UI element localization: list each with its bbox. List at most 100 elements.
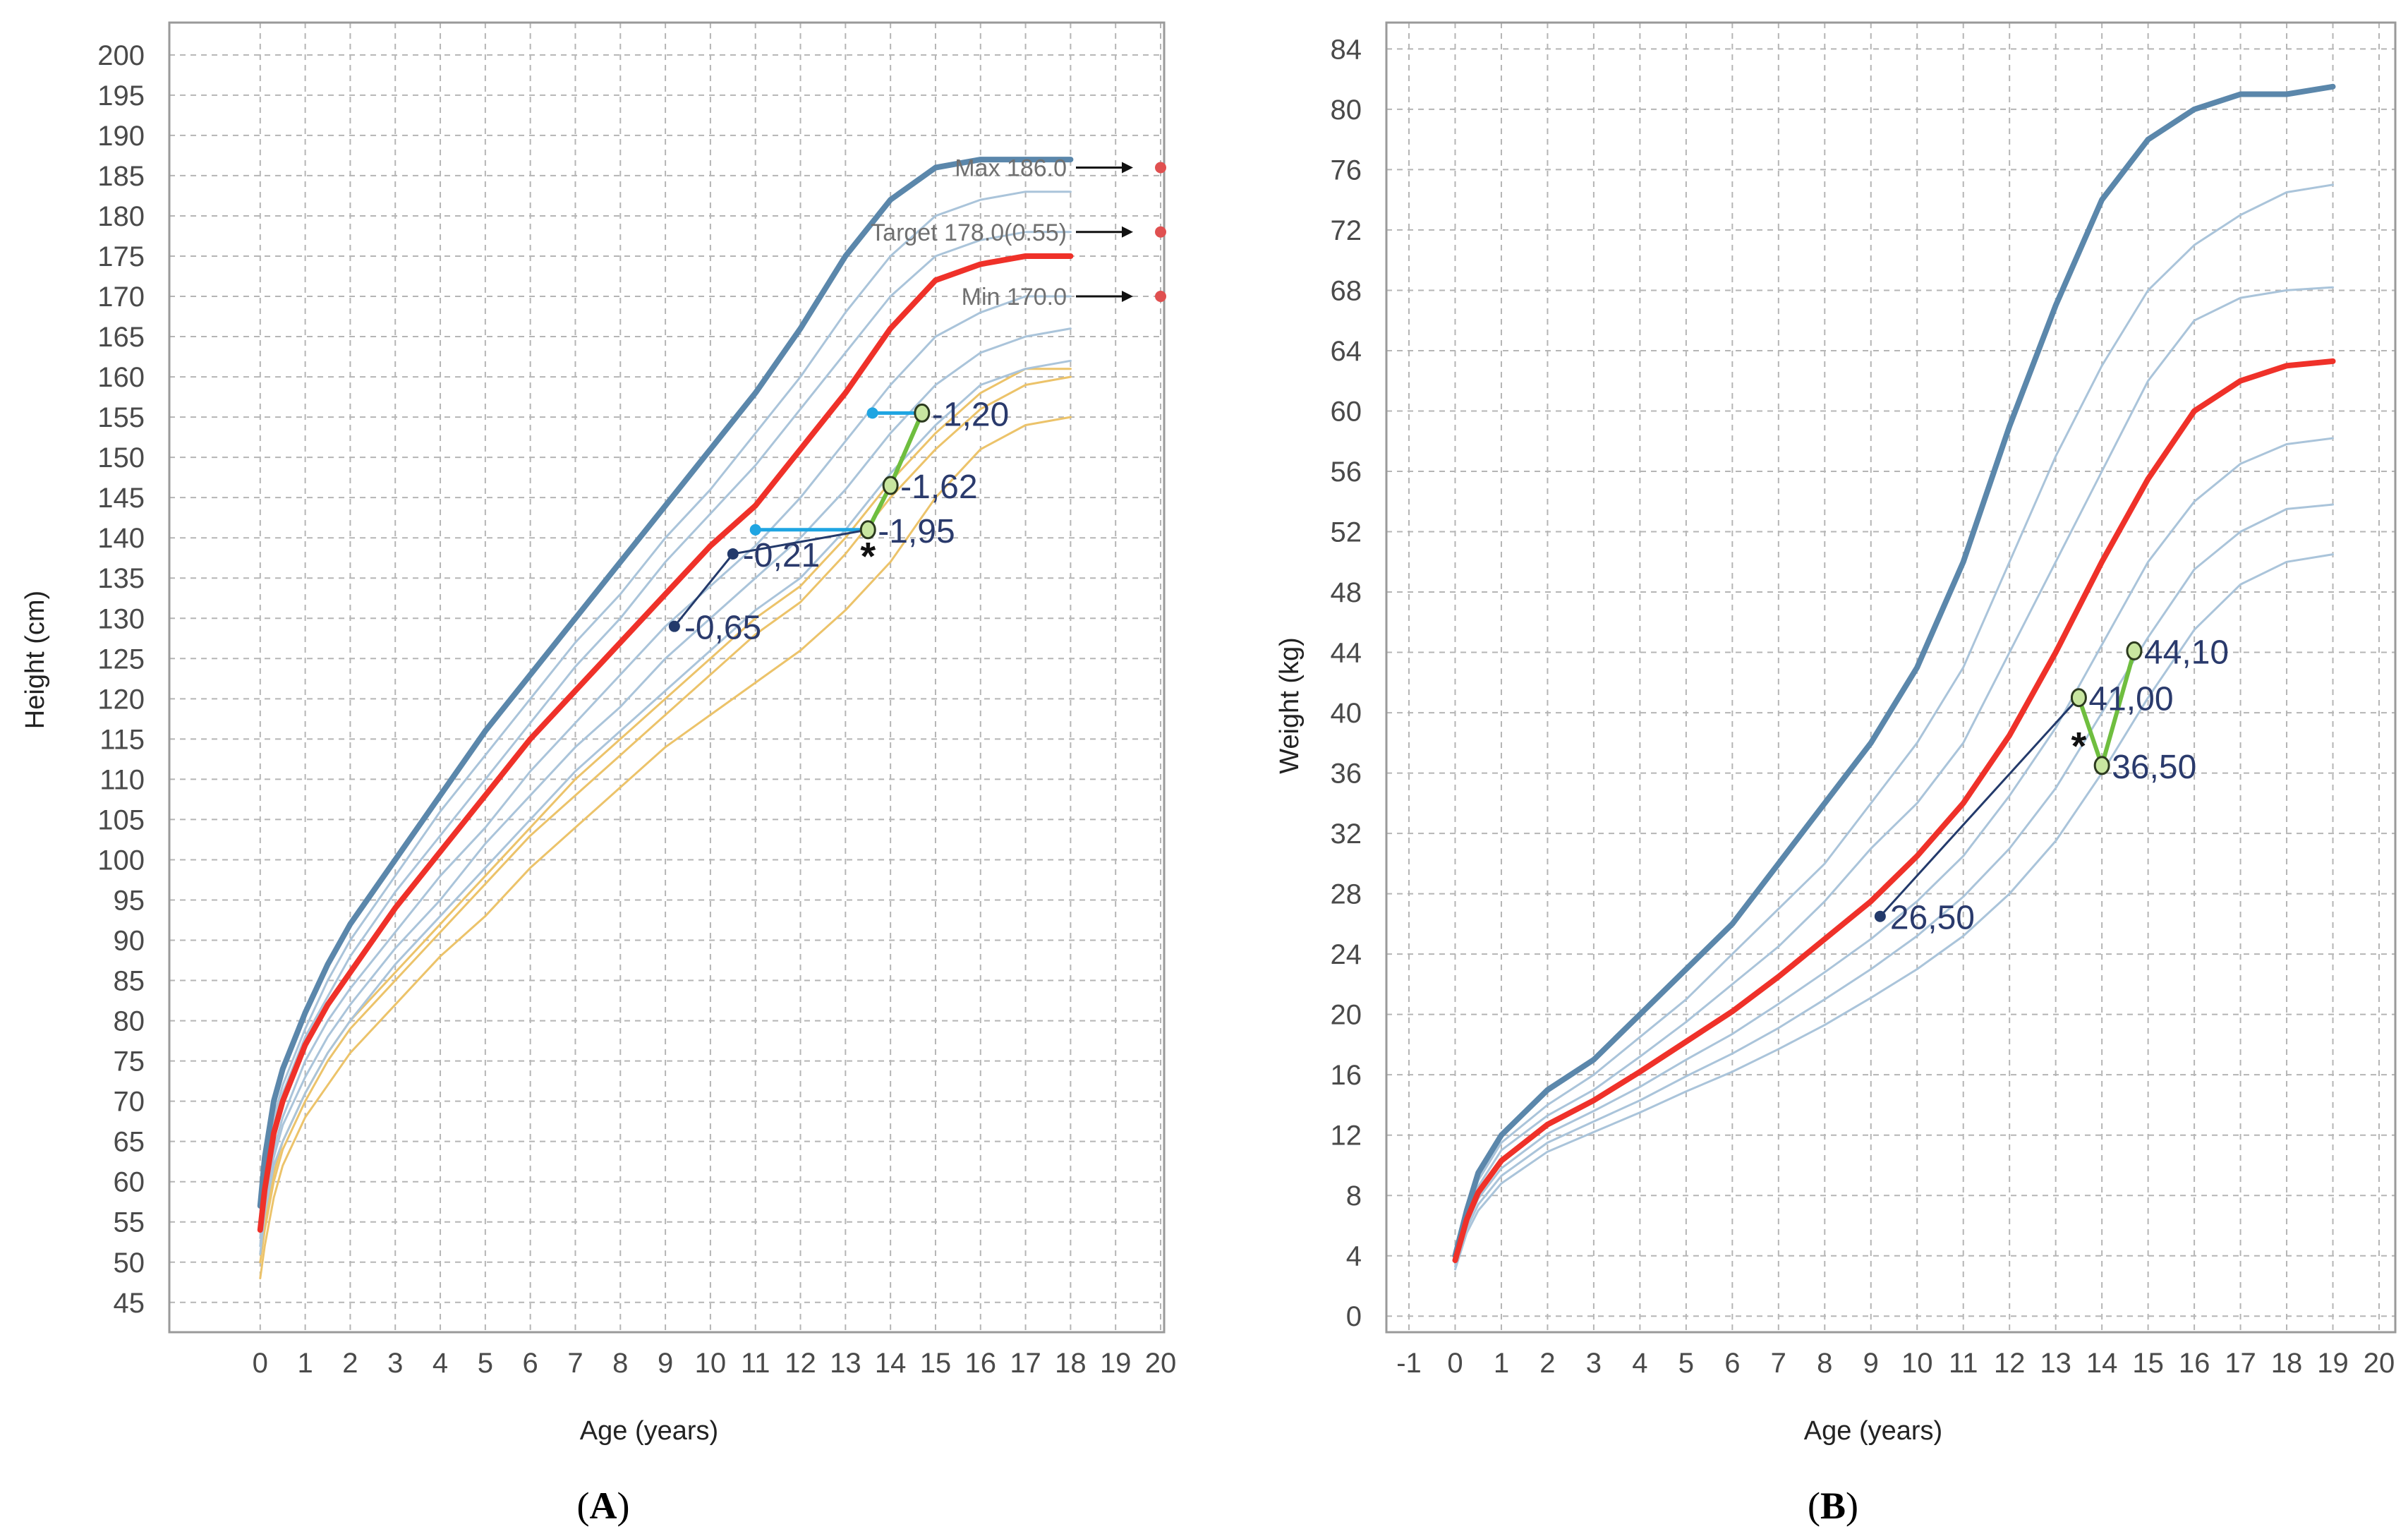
y-tick-label: 16 bbox=[1331, 1060, 1362, 1091]
treatment-point bbox=[859, 520, 876, 540]
target-arrow-head bbox=[1122, 226, 1133, 238]
y-tick-label: 24 bbox=[1331, 939, 1362, 970]
x-tick-label: 10 bbox=[1901, 1348, 1933, 1379]
x-tick-label: 13 bbox=[2040, 1348, 2071, 1379]
bone-age-dot bbox=[749, 524, 761, 536]
y-tick-label: 195 bbox=[97, 80, 145, 111]
target-arrow-head bbox=[1122, 291, 1133, 302]
x-tick-label: 16 bbox=[2179, 1348, 2210, 1379]
x-tick-label: 17 bbox=[1010, 1348, 1041, 1379]
percentile-curve bbox=[1454, 183, 2334, 1259]
treatment-point bbox=[2093, 756, 2110, 775]
point-value-label: -1,62 bbox=[900, 469, 977, 506]
point-value-label: 26,50 bbox=[1890, 900, 1975, 937]
percentile-curve bbox=[259, 191, 1072, 1215]
y-tick-label: 85 bbox=[114, 966, 145, 997]
y-tick-label: 200 bbox=[97, 40, 145, 71]
point-value-label: -1,20 bbox=[932, 396, 1009, 433]
x-tick-label: 12 bbox=[1994, 1348, 2026, 1379]
y-tick-label: 84 bbox=[1331, 34, 1362, 65]
bone-age-dot bbox=[866, 407, 878, 419]
target-arrow-head bbox=[1122, 162, 1133, 174]
x-tick-label: 0 bbox=[253, 1348, 268, 1379]
y-tick-label: 65 bbox=[114, 1127, 145, 1158]
y-tick-label: 180 bbox=[97, 201, 145, 232]
point-value-label: 44,10 bbox=[2144, 634, 2229, 671]
x-tick-label: 19 bbox=[1100, 1348, 1132, 1379]
height-chart-panel: 0 1 2 3 4 5 6 7 8 9 10 11 12 13 14 15 16 17 18 19 2045505560… bbox=[20, 21, 1177, 1446]
percentile-curve bbox=[259, 295, 1072, 1239]
parental-curve bbox=[259, 375, 1072, 1264]
x-tick-label: 9 bbox=[1863, 1348, 1879, 1379]
patient-path bbox=[1879, 696, 2080, 917]
x-tick-label: 8 bbox=[612, 1348, 628, 1379]
point-value-label: -0,65 bbox=[684, 610, 761, 647]
y-tick-label: 185 bbox=[97, 161, 145, 192]
x-tick-label: 11 bbox=[1949, 1348, 1978, 1379]
x-tick-label: 18 bbox=[2271, 1348, 2303, 1379]
x-tick-label: 10 bbox=[695, 1348, 727, 1379]
target-height-label: Max 186.0 bbox=[955, 155, 1067, 182]
y-tick-label: 50 bbox=[114, 1248, 145, 1279]
y-tick-label: 70 bbox=[114, 1087, 145, 1118]
y-tick-label: 60 bbox=[114, 1167, 145, 1198]
x-tick-label: 14 bbox=[2086, 1348, 2118, 1379]
x-tick-label: 15 bbox=[920, 1348, 952, 1379]
asterisk-annotation: * bbox=[2071, 724, 2087, 768]
y-tick-label: 125 bbox=[97, 644, 145, 675]
y-tick-label: 0 bbox=[1346, 1301, 1362, 1332]
x-tick-label: 11 bbox=[741, 1348, 770, 1379]
x-tick-label: 8 bbox=[1817, 1348, 1832, 1379]
y-tick-label: 130 bbox=[97, 603, 145, 634]
target-height-dot bbox=[1155, 226, 1166, 238]
x-tick-label: 20 bbox=[1145, 1348, 1177, 1379]
x-tick-label: 14 bbox=[875, 1348, 907, 1379]
y-tick-label: 44 bbox=[1331, 638, 1362, 669]
x-tick-label: 7 bbox=[1771, 1348, 1786, 1379]
y-tick-label: 105 bbox=[97, 804, 145, 835]
treatment-point bbox=[914, 403, 931, 423]
y-tick-label: 52 bbox=[1331, 517, 1362, 548]
point-value-label: -1,95 bbox=[878, 513, 955, 550]
y-tick-label: 90 bbox=[114, 926, 145, 957]
y-tick-label: 80 bbox=[114, 1006, 145, 1037]
x-tick-label: 5 bbox=[478, 1348, 493, 1379]
x-tick-label: 1 bbox=[1494, 1348, 1509, 1379]
x-tick-label: 9 bbox=[658, 1348, 673, 1379]
reference-curve bbox=[1452, 358, 2336, 1264]
y-tick-label: 40 bbox=[1331, 698, 1362, 729]
plot-frame bbox=[168, 21, 1166, 1334]
percentile-curve bbox=[1454, 503, 2334, 1268]
y-tick-label: 12 bbox=[1331, 1121, 1362, 1152]
y-tick-label: 55 bbox=[114, 1207, 145, 1238]
x-axis-title: Age (years) bbox=[1804, 1416, 1942, 1446]
y-tick-label: 72 bbox=[1331, 215, 1362, 246]
y-tick-label: 64 bbox=[1331, 336, 1362, 367]
percentile-curve bbox=[1454, 437, 2334, 1264]
panel-b-letter: B bbox=[1820, 1485, 1846, 1527]
y-tick-label: 68 bbox=[1331, 275, 1362, 306]
treatment-point bbox=[2126, 641, 2143, 660]
x-tick-label: 2 bbox=[342, 1348, 358, 1379]
y-tick-label: 140 bbox=[97, 523, 145, 554]
x-tick-label: 4 bbox=[1632, 1348, 1647, 1379]
x-tick-label: 16 bbox=[965, 1348, 997, 1379]
y-tick-label: 115 bbox=[99, 724, 145, 755]
y-tick-label: 120 bbox=[97, 684, 145, 715]
percentile-curve bbox=[259, 231, 1072, 1224]
y-tick-label: 175 bbox=[97, 241, 145, 272]
weight-chart-panel: -1 0 1 2 3 4 5 6 7 8 9 10 11 12 13 14 15 16 17 18 19 20048121… bbox=[1275, 21, 2397, 1446]
y-tick-label: 110 bbox=[99, 764, 145, 795]
y-tick-label: 8 bbox=[1346, 1180, 1362, 1212]
y-tick-label: 28 bbox=[1331, 879, 1362, 910]
y-tick-label: 135 bbox=[97, 563, 145, 594]
y-axis-title: Weight (kg) bbox=[1275, 637, 1305, 774]
y-tick-label: 160 bbox=[97, 362, 145, 393]
panel-a-label: (A) bbox=[577, 1485, 630, 1527]
point-value-label: 36,50 bbox=[2112, 749, 2196, 786]
plot-frame bbox=[1385, 21, 2397, 1334]
patient-point bbox=[1874, 910, 1886, 922]
y-tick-label: 170 bbox=[97, 282, 145, 313]
x-tick-label: 13 bbox=[830, 1348, 861, 1379]
